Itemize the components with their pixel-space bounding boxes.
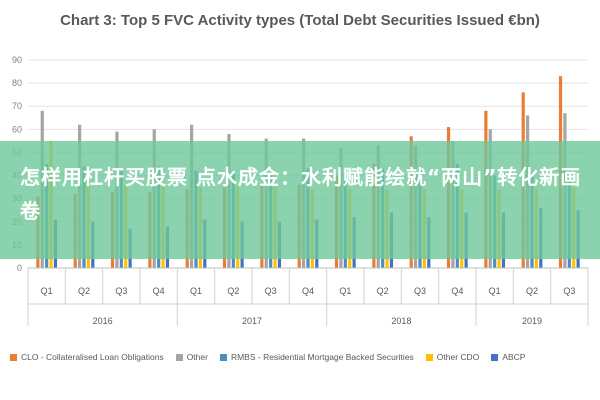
y-tick-label: 60: [12, 124, 22, 134]
x-tick-label: Q4: [302, 286, 314, 296]
x-tick-label: Q2: [526, 286, 538, 296]
y-tick-label: 90: [12, 55, 22, 65]
legend-item: ABCP: [491, 352, 525, 362]
legend-item: CLO - Collateralised Loan Obligations: [10, 352, 164, 362]
year-label: 2018: [391, 316, 411, 326]
x-tick-label: Q3: [265, 286, 277, 296]
x-tick-label: Q2: [227, 286, 239, 296]
legend-label: ABCP: [502, 352, 526, 362]
x-tick-label: Q3: [115, 286, 127, 296]
legend-item: Other: [175, 352, 208, 362]
y-tick-label: 80: [12, 78, 22, 88]
year-label: 2017: [242, 316, 262, 326]
banner-overlay: [0, 141, 600, 259]
x-tick-label: Q2: [377, 286, 389, 296]
x-tick-label: Q1: [339, 286, 351, 296]
legend-label: CLO - Collateralised Loan Obligations: [21, 352, 164, 362]
y-tick-label: 0: [17, 263, 22, 273]
x-tick-label: Q4: [451, 286, 463, 296]
legend-swatch: [219, 353, 227, 361]
legend-label: Other: [186, 352, 208, 362]
x-tick-label: Q2: [78, 286, 90, 296]
year-label: 2016: [93, 316, 113, 326]
banner-text[interactable]: 怎样用杠杆买股票 点水成金：水利赋能绘就“两山”转化新画卷: [20, 165, 582, 223]
legend-swatch: [10, 353, 17, 361]
x-tick-label: Q3: [563, 286, 575, 296]
legend-label: RMBS - Residential Mortgage Backed Secur…: [230, 352, 414, 362]
year-label: 2019: [522, 316, 542, 326]
chart-legend: CLO - Collateralised Loan Obligations Oth…: [10, 352, 600, 368]
legend-item: Other CDO: [425, 352, 480, 362]
legend-swatch: [425, 353, 433, 361]
x-tick-label: Q4: [153, 286, 165, 296]
legend-swatch: [175, 353, 183, 361]
x-tick-label: Q3: [414, 286, 426, 296]
chart-title: Chart 3: Top 5 FVC Activity types (Total…: [60, 12, 540, 29]
x-tick-label: Q1: [41, 286, 53, 296]
y-tick-label: 70: [12, 101, 22, 111]
x-tick-label: Q1: [489, 286, 501, 296]
legend-item: RMBS - Residential Mortgage Backed Secur…: [219, 352, 414, 362]
legend-swatch: [491, 353, 499, 361]
x-tick-label: Q1: [190, 286, 202, 296]
legend-label: Other CDO: [436, 352, 480, 362]
